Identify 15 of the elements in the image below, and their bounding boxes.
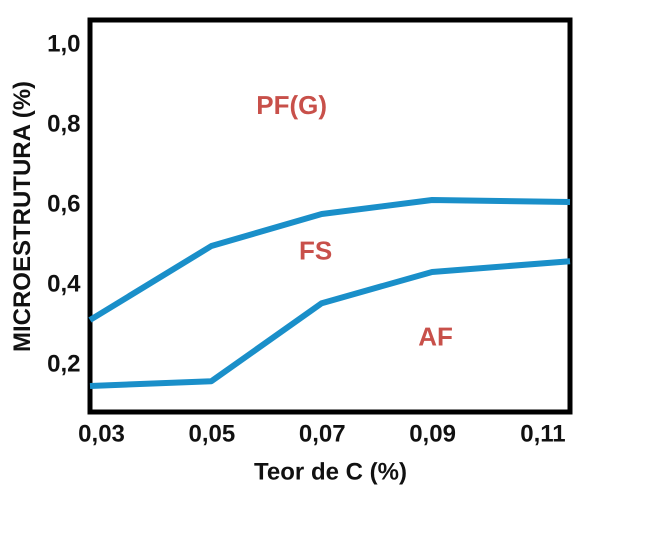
annotation: PF(G) <box>256 90 327 120</box>
x-tick-label: 0,07 <box>298 420 346 448</box>
y-tick-label: 0,8 <box>47 110 80 138</box>
x-tick-label: 0,09 <box>409 420 456 448</box>
y-tick-label: 1,0 <box>47 30 80 58</box>
y-axis-title: MICROESTRUTURA (%) <box>9 80 36 352</box>
x-tick-label: 0,05 <box>188 420 236 448</box>
x-axis-title: Teor de C (%) <box>254 458 407 486</box>
annotation: FS <box>298 235 332 266</box>
y-tick-label: 0,4 <box>47 270 82 298</box>
y-tick-label: 0,6 <box>47 190 80 218</box>
y-tick-label: 0,2 <box>47 350 80 378</box>
x-tick-label: 0,03 <box>78 420 125 448</box>
annotation: AF <box>418 322 453 352</box>
x-tick-label: 0,11 <box>520 420 566 448</box>
